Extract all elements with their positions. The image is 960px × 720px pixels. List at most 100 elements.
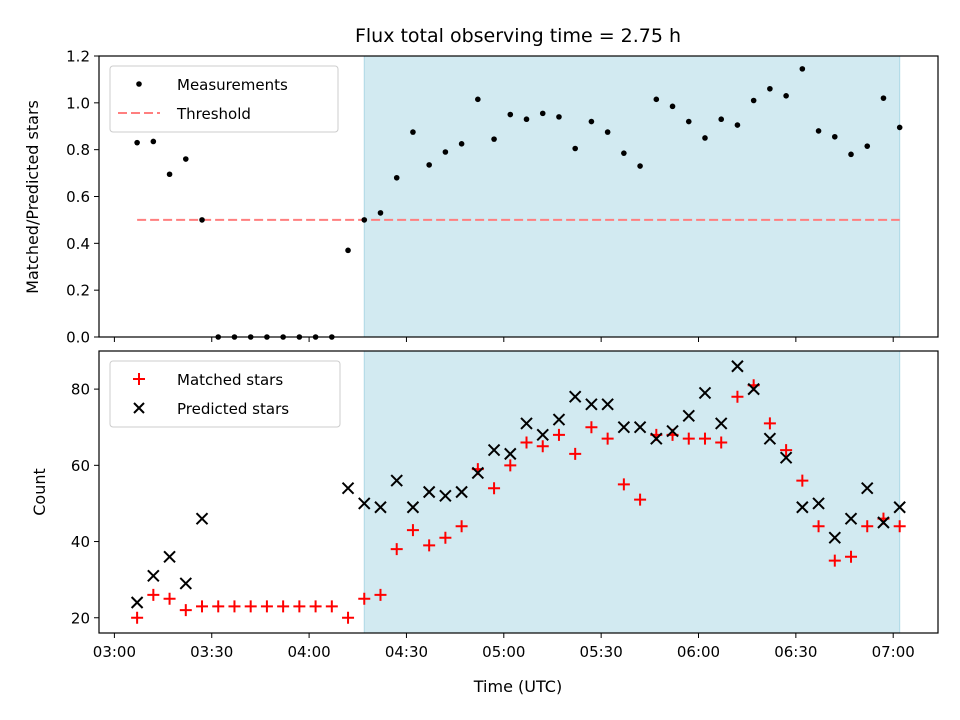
matched-stars-points bbox=[131, 379, 906, 624]
top-y-tick-label: 0.6 bbox=[66, 188, 90, 206]
matched-star-point bbox=[406, 524, 419, 537]
bottom-y-tick-label: 60 bbox=[71, 457, 90, 475]
x-tick-label: 04:00 bbox=[287, 643, 330, 661]
matched-star-point bbox=[374, 588, 387, 601]
matched-star-point bbox=[617, 478, 630, 491]
x-tick-label: 07:00 bbox=[872, 643, 915, 661]
x-tick-label: 06:30 bbox=[774, 643, 817, 661]
top-y-tick-label: 0.4 bbox=[66, 235, 90, 253]
predicted-star-point bbox=[504, 447, 517, 461]
matched-star-point bbox=[893, 520, 906, 533]
predicted-star-point bbox=[828, 531, 841, 544]
matched-star-point bbox=[845, 550, 858, 563]
matched-star-point bbox=[293, 600, 306, 613]
predicted-star-point bbox=[731, 360, 744, 373]
predicted-star-point bbox=[633, 421, 647, 434]
matched-star-point bbox=[601, 432, 614, 445]
predicted-star-point bbox=[195, 512, 209, 525]
matched-star-point bbox=[861, 520, 874, 533]
top-legend-box bbox=[109, 65, 339, 133]
x-tick-label: 04:30 bbox=[385, 643, 428, 661]
top-y-ticks: 0.0 0.2 0.4 0.6 0.8 1.0 1.2 bbox=[66, 48, 99, 347]
measurement-point bbox=[150, 138, 157, 145]
measurement-point bbox=[134, 139, 140, 146]
measurement-point bbox=[799, 66, 806, 72]
matched-star-point bbox=[731, 390, 744, 403]
legend-matched-marker bbox=[133, 373, 145, 385]
legend-threshold-label: Threshold bbox=[176, 105, 251, 123]
predicted-star-point bbox=[585, 398, 598, 411]
predicted-star-point bbox=[844, 512, 858, 525]
predicted-star-point bbox=[617, 421, 631, 434]
legend-matched-label: Matched stars bbox=[177, 371, 283, 389]
matched-star-point bbox=[488, 482, 501, 495]
predicted-star-point bbox=[406, 501, 420, 514]
measurement-point bbox=[442, 149, 449, 155]
predicted-star-point bbox=[520, 417, 533, 430]
legend-measurements-marker bbox=[136, 81, 142, 87]
measurement-point bbox=[880, 95, 887, 101]
measurement-point bbox=[361, 217, 368, 223]
legend-measurements-label: Measurements bbox=[177, 76, 288, 94]
matched-star-point bbox=[634, 493, 647, 506]
measurement-point bbox=[199, 217, 205, 223]
matched-star-point bbox=[569, 447, 582, 460]
matched-star-point bbox=[358, 592, 371, 605]
matched-star-point bbox=[228, 600, 241, 613]
predicted-star-point bbox=[374, 501, 387, 514]
matched-star-point bbox=[163, 592, 176, 605]
bottom-axes-frame bbox=[98, 350, 939, 634]
matched-star-point bbox=[196, 600, 209, 613]
predicted-star-point bbox=[861, 481, 874, 495]
predicted-star-point bbox=[130, 596, 144, 609]
bottom-legend: Matched stars Predicted stars bbox=[109, 360, 341, 428]
measurement-point bbox=[864, 143, 871, 149]
predicted-stars-points bbox=[130, 360, 906, 609]
x-tick-label: 05:30 bbox=[580, 643, 623, 661]
measurement-point bbox=[848, 151, 854, 158]
measurement-point bbox=[507, 111, 514, 118]
matched-star-point bbox=[552, 428, 565, 441]
measurement-point bbox=[831, 133, 838, 140]
bottom-y-tick-label: 40 bbox=[71, 533, 90, 551]
predicted-star-point bbox=[455, 485, 468, 499]
measurement-point bbox=[393, 174, 400, 181]
predicted-star-point bbox=[358, 497, 371, 510]
matched-star-point bbox=[244, 600, 257, 613]
matched-star-point bbox=[390, 543, 403, 556]
matched-star-point bbox=[439, 531, 452, 544]
predicted-star-point bbox=[487, 443, 501, 457]
predicted-star-point bbox=[666, 424, 679, 438]
predicted-star-point bbox=[552, 413, 566, 426]
bottom-shaded-region bbox=[363, 350, 901, 634]
x-tick-label: 06:00 bbox=[677, 643, 720, 661]
measurement-point bbox=[475, 96, 481, 103]
predicted-star-point bbox=[536, 428, 549, 442]
predicted-star-point bbox=[779, 451, 793, 464]
top-y-tick-label: 0.8 bbox=[66, 141, 90, 159]
measurement-point bbox=[491, 136, 497, 142]
measurement-point bbox=[783, 93, 789, 99]
bottom-y-ticks: 20 40 60 80 bbox=[71, 381, 99, 627]
measurement-point bbox=[604, 129, 611, 135]
matched-star-point bbox=[698, 432, 711, 445]
measurement-point bbox=[621, 150, 627, 156]
matched-star-point bbox=[536, 440, 549, 453]
top-axes-frame bbox=[98, 55, 939, 338]
measurement-point bbox=[815, 128, 822, 134]
top-y-tick-label: 0.2 bbox=[66, 282, 90, 300]
measurement-point bbox=[653, 96, 660, 103]
measurement-point bbox=[767, 85, 773, 92]
matched-star-point bbox=[763, 417, 776, 430]
bottom-y-tick-label: 20 bbox=[71, 609, 90, 627]
measurement-point bbox=[734, 122, 741, 128]
matched-star-point bbox=[682, 432, 695, 445]
bottom-y-axis-label: Count bbox=[30, 468, 49, 516]
measurement-point bbox=[702, 135, 708, 141]
matched-star-point bbox=[812, 520, 825, 533]
predicted-star-point bbox=[893, 501, 906, 514]
measurement-point bbox=[669, 103, 676, 110]
matched-star-point bbox=[585, 421, 598, 434]
matched-star-point bbox=[325, 600, 338, 613]
measurement-point bbox=[345, 247, 351, 254]
